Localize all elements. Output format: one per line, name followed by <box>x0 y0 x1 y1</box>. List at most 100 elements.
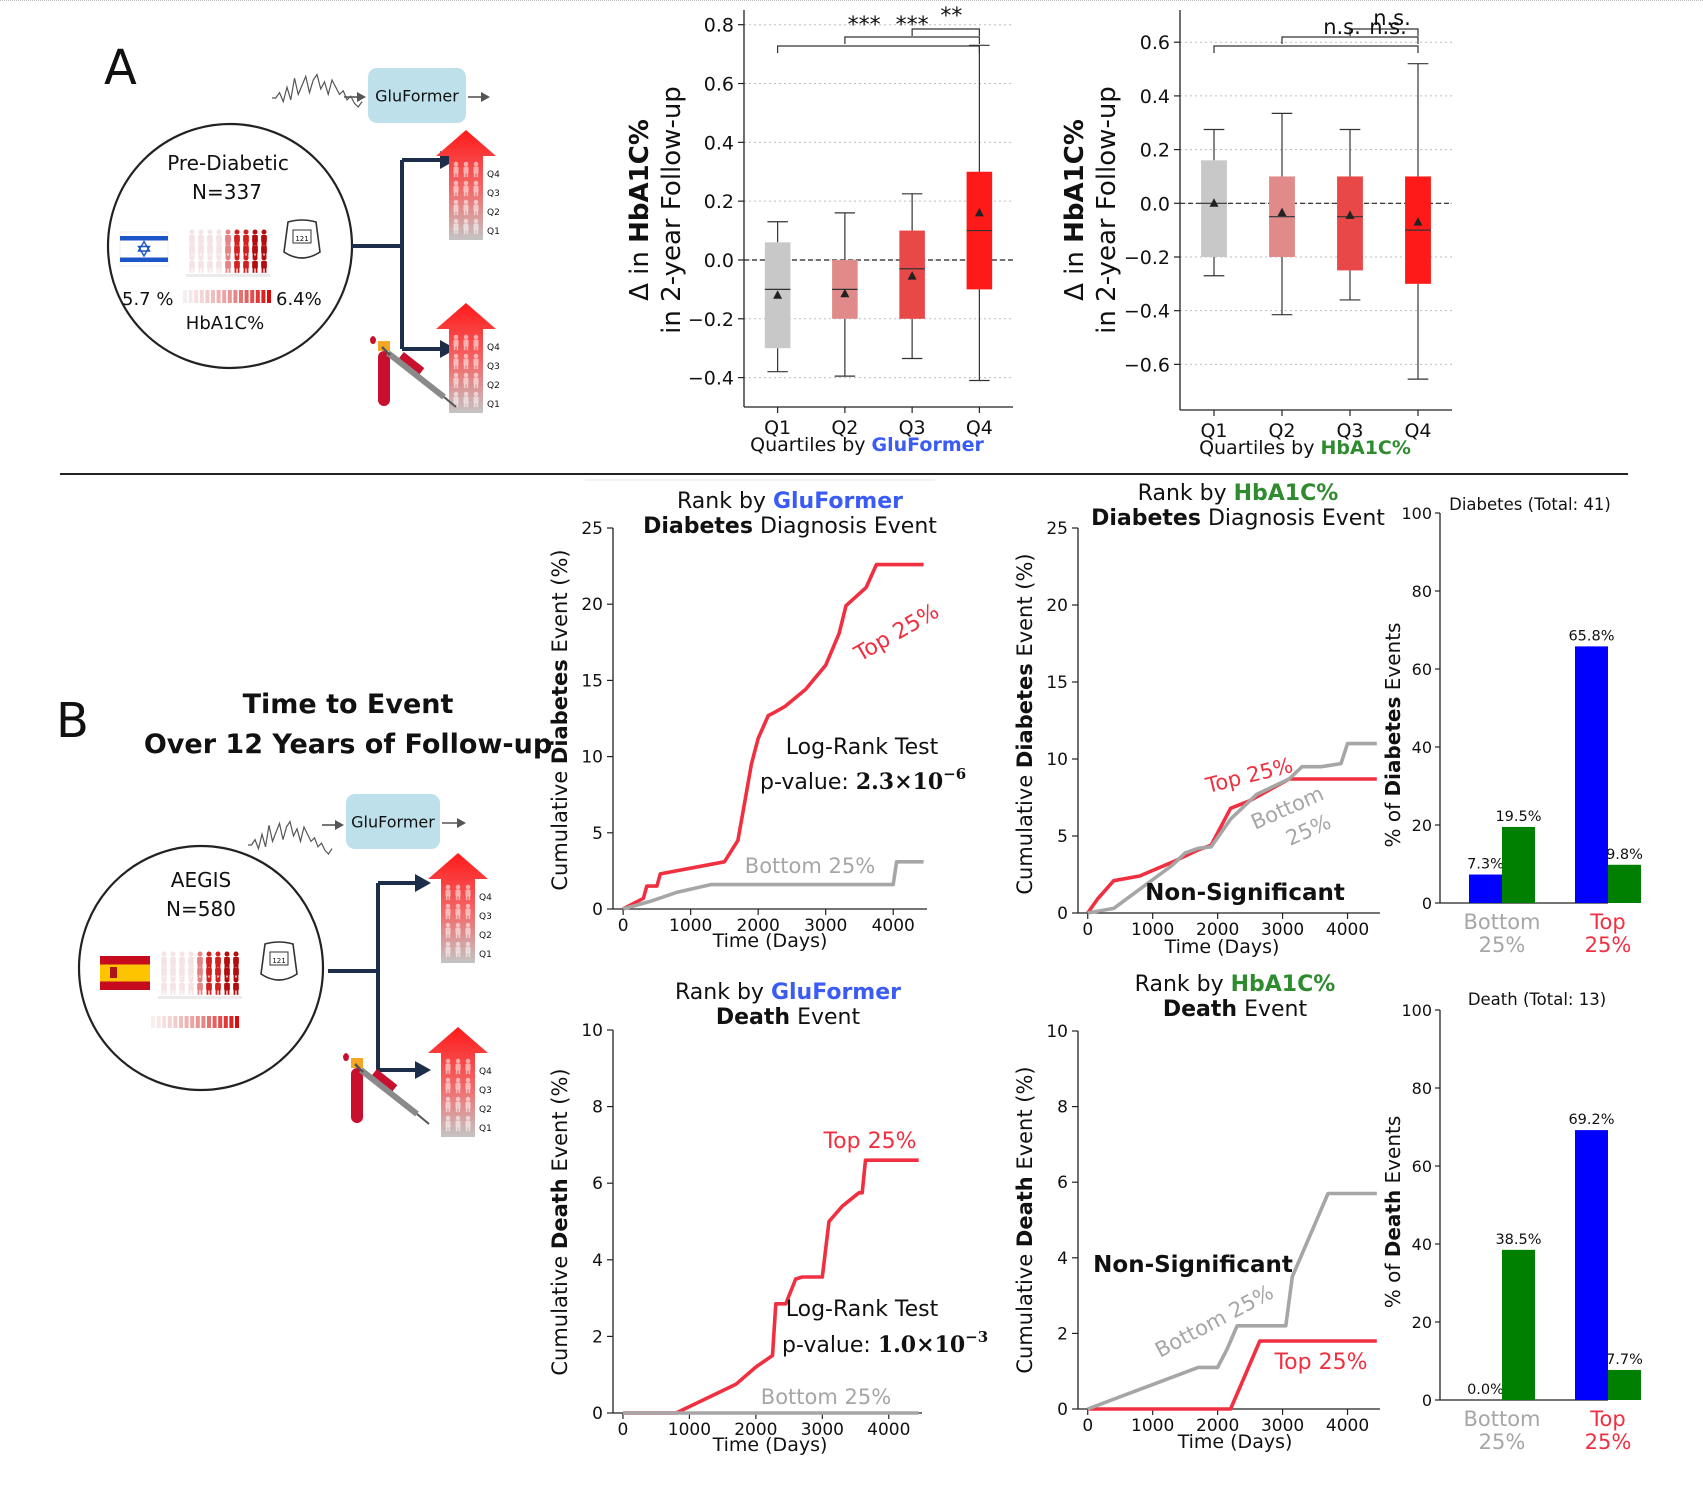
person-leg <box>227 989 230 995</box>
person-leg <box>466 383 469 389</box>
arrow-person-icon <box>473 391 479 408</box>
crowd-shadow <box>158 996 242 999</box>
person-head <box>170 977 176 983</box>
person-leg <box>200 974 203 980</box>
y-axis-label-text: Cumulative <box>548 764 572 891</box>
person-head <box>473 161 479 167</box>
series-label-top: Top 25% <box>1202 753 1295 798</box>
person-leg <box>458 1107 461 1113</box>
person-head <box>216 255 222 261</box>
person-leg <box>456 229 459 235</box>
person-body <box>225 234 231 243</box>
hba1c-low-value: 5.7 % <box>122 289 173 310</box>
person-head <box>198 229 204 235</box>
person-leg <box>476 229 479 235</box>
chart-title-text: Rank by <box>1135 972 1231 997</box>
y-axis-label: Cumulative Death Event (%) <box>1013 1066 1037 1373</box>
p-value: p-value: 1.0×10−3 <box>782 1328 988 1358</box>
person-body <box>225 260 231 269</box>
p-value-exponent: −6 <box>943 765 966 783</box>
y-tick-label: −0.2 <box>688 309 734 331</box>
arrow-person-icon <box>465 1077 471 1094</box>
quartile-label: Q1 <box>479 1124 492 1134</box>
person-leg <box>473 383 476 389</box>
meter-screen <box>269 951 289 966</box>
x-tick-label: 2000 <box>1196 1416 1239 1436</box>
person-leg <box>465 952 468 958</box>
crowd-person-icon <box>197 977 203 995</box>
category-label: Bottom <box>1463 910 1540 934</box>
person-leg <box>466 345 469 351</box>
person-body <box>453 339 459 347</box>
log-rank-title: Log-Rank Test <box>786 1297 939 1322</box>
person-body <box>225 245 231 254</box>
cohort-name: Pre-Diabetic <box>167 151 289 175</box>
person-leg <box>456 172 459 178</box>
star-of-david-icon <box>137 240 151 258</box>
bar <box>1502 1249 1535 1400</box>
arrow-person-icon <box>455 884 461 901</box>
person-body <box>224 956 230 965</box>
significance-bracket <box>1349 28 1419 36</box>
hba1c-gradient-bar <box>201 1016 206 1028</box>
syringe-needle <box>416 1113 430 1125</box>
person-leg <box>458 1126 461 1132</box>
person-body <box>463 204 469 212</box>
crowd-person-icon <box>215 977 221 995</box>
arrow-head-icon <box>457 818 466 828</box>
person-body <box>197 967 203 976</box>
quartile-label: Q3 <box>487 362 500 372</box>
hba1c-gradient-bar <box>255 290 260 303</box>
person-leg <box>209 974 212 980</box>
person-leg <box>456 210 459 216</box>
bar-value-label: 65.8% <box>1568 628 1614 644</box>
y-tick-label: 0 <box>1422 894 1432 913</box>
person-leg <box>455 1069 458 1075</box>
x-tick-label: 3000 <box>1261 1416 1304 1436</box>
person-head <box>216 240 222 246</box>
person-leg <box>215 989 218 995</box>
person-leg <box>164 989 167 995</box>
person-body <box>215 982 221 991</box>
crowd-person-icon <box>170 962 176 980</box>
person-leg <box>448 914 451 920</box>
person-leg <box>458 1069 461 1075</box>
person-head <box>243 229 249 235</box>
y-tick-label: 20 <box>1046 596 1068 616</box>
person-head <box>170 951 176 957</box>
hba1c-label: HbA1C% <box>186 313 264 334</box>
person-leg <box>463 345 466 351</box>
p-value-text: p-value: <box>782 1333 878 1358</box>
person-leg <box>210 267 213 273</box>
y-axis-label-text: Δ in <box>1060 243 1090 301</box>
person-body <box>197 982 203 991</box>
y-tick-label: 0 <box>1057 904 1068 924</box>
y-axis-label-bold: Death <box>1381 1190 1405 1257</box>
person-leg <box>476 345 479 351</box>
person-body <box>473 358 479 366</box>
quartile-label: Q2 <box>479 931 492 941</box>
quartile-label: Q3 <box>479 1086 492 1096</box>
person-head <box>243 255 249 261</box>
person-head <box>455 1058 461 1064</box>
arrow-person-icon <box>465 1058 471 1075</box>
person-leg <box>453 345 456 351</box>
person-leg <box>456 345 459 351</box>
panel-a-letter: A <box>104 40 137 96</box>
crowd-person-icon <box>207 255 213 273</box>
hba1c-gradient-bar <box>212 1016 217 1028</box>
glucose-waveform-icon <box>272 73 363 108</box>
person-leg <box>465 933 468 939</box>
hba1c-gradient-bar <box>162 1016 167 1028</box>
person-body <box>170 956 176 965</box>
quartile-label: Q2 <box>487 208 500 218</box>
person-leg <box>445 933 448 939</box>
person-head <box>243 240 249 246</box>
x-axis-label: Time (Days) <box>712 930 828 952</box>
chart-title-line1: Rank by HbA1C% <box>1138 481 1339 506</box>
crowd-person-icon <box>243 240 249 258</box>
person-head <box>463 372 469 378</box>
person-body <box>453 377 459 385</box>
hba1c-gradient-bar <box>188 290 193 303</box>
crowd-person-icon <box>189 240 195 258</box>
